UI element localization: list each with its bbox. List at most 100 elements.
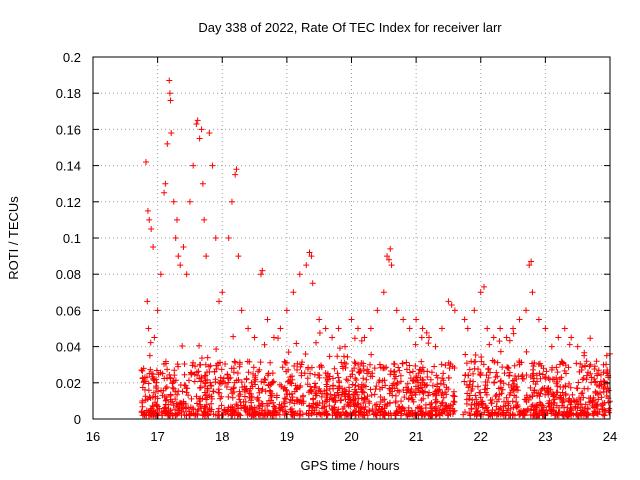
background-point bbox=[423, 329, 430, 336]
x-tick-label: 24 bbox=[603, 429, 617, 444]
background-point bbox=[162, 385, 169, 392]
data-point bbox=[183, 271, 190, 278]
background-point bbox=[150, 389, 157, 396]
background-point bbox=[594, 411, 601, 418]
data-point bbox=[419, 325, 426, 332]
background-point bbox=[450, 408, 457, 415]
background-point bbox=[340, 353, 347, 360]
background-point bbox=[353, 376, 360, 383]
background-point bbox=[469, 386, 476, 393]
background-point bbox=[293, 385, 300, 392]
background-point bbox=[447, 405, 454, 412]
background-point bbox=[222, 360, 229, 367]
background-point bbox=[259, 386, 266, 393]
x-tick-label: 22 bbox=[474, 429, 488, 444]
background-point bbox=[494, 398, 500, 405]
background-point bbox=[172, 406, 179, 413]
background-point bbox=[480, 361, 487, 368]
background-point bbox=[255, 410, 262, 417]
background-point bbox=[150, 376, 157, 383]
background-point bbox=[445, 386, 452, 393]
background-point bbox=[170, 378, 177, 385]
background-point bbox=[355, 361, 362, 368]
background-point bbox=[440, 370, 447, 377]
background-point bbox=[536, 399, 543, 406]
background-point bbox=[158, 387, 165, 394]
background-point bbox=[550, 393, 557, 400]
background-point bbox=[536, 370, 543, 377]
background-point bbox=[598, 402, 605, 409]
background-point bbox=[571, 398, 578, 405]
background-point bbox=[331, 409, 338, 416]
background-point bbox=[351, 335, 358, 342]
background-point bbox=[418, 358, 425, 365]
background-point bbox=[287, 379, 294, 386]
background-point bbox=[451, 393, 458, 400]
background-point bbox=[489, 396, 496, 403]
background-point bbox=[510, 330, 517, 337]
data-point bbox=[548, 343, 555, 350]
background-point bbox=[344, 353, 351, 360]
background-point bbox=[516, 408, 523, 415]
background-point bbox=[331, 392, 338, 399]
background-point bbox=[565, 380, 572, 387]
background-point bbox=[544, 388, 551, 395]
background-point bbox=[472, 352, 479, 359]
data-point bbox=[490, 334, 497, 341]
background-point bbox=[463, 400, 470, 407]
data-point bbox=[166, 77, 173, 84]
data-point bbox=[264, 316, 271, 323]
background-point bbox=[245, 369, 252, 376]
background-point bbox=[196, 385, 203, 392]
background-point bbox=[229, 407, 236, 414]
background-point bbox=[487, 369, 494, 376]
background-point bbox=[529, 393, 536, 400]
background-point bbox=[406, 362, 413, 369]
y-tick-label: 0 bbox=[74, 412, 81, 427]
background-point bbox=[475, 366, 482, 373]
background-point bbox=[523, 408, 530, 415]
background-point bbox=[210, 388, 217, 395]
background-point bbox=[497, 411, 504, 418]
background-point bbox=[202, 372, 209, 379]
background-point bbox=[331, 365, 338, 372]
background-point bbox=[476, 371, 483, 378]
background-point bbox=[189, 362, 196, 369]
background-point bbox=[141, 374, 148, 381]
background-point bbox=[147, 366, 154, 373]
x-tick-label: 21 bbox=[409, 429, 423, 444]
background-point bbox=[321, 403, 328, 410]
background-point bbox=[499, 364, 506, 371]
background-point bbox=[335, 406, 342, 413]
data-point bbox=[306, 249, 313, 256]
background-point bbox=[145, 387, 152, 394]
background-point bbox=[288, 411, 295, 418]
background-point bbox=[334, 353, 341, 360]
background-point bbox=[355, 383, 362, 390]
background-point bbox=[422, 382, 429, 389]
background-point bbox=[142, 396, 149, 403]
background-point bbox=[451, 407, 458, 414]
background-point bbox=[513, 398, 520, 405]
background-point bbox=[560, 396, 567, 403]
background-point bbox=[419, 388, 426, 395]
data-point bbox=[413, 316, 420, 323]
background-point bbox=[204, 354, 211, 361]
data-point bbox=[232, 171, 239, 178]
background-point bbox=[565, 410, 572, 417]
background-point bbox=[262, 407, 269, 414]
background-point bbox=[440, 394, 447, 401]
background-point bbox=[145, 380, 152, 387]
background-point bbox=[192, 363, 199, 370]
background-point bbox=[476, 411, 483, 418]
background-point bbox=[600, 385, 607, 392]
background-point bbox=[412, 341, 419, 348]
background-point bbox=[241, 404, 248, 411]
background-point bbox=[583, 372, 590, 379]
background-point bbox=[342, 364, 349, 371]
background-point bbox=[590, 394, 597, 401]
background-point bbox=[183, 389, 190, 396]
data-point bbox=[461, 316, 468, 323]
data-point bbox=[561, 325, 568, 332]
